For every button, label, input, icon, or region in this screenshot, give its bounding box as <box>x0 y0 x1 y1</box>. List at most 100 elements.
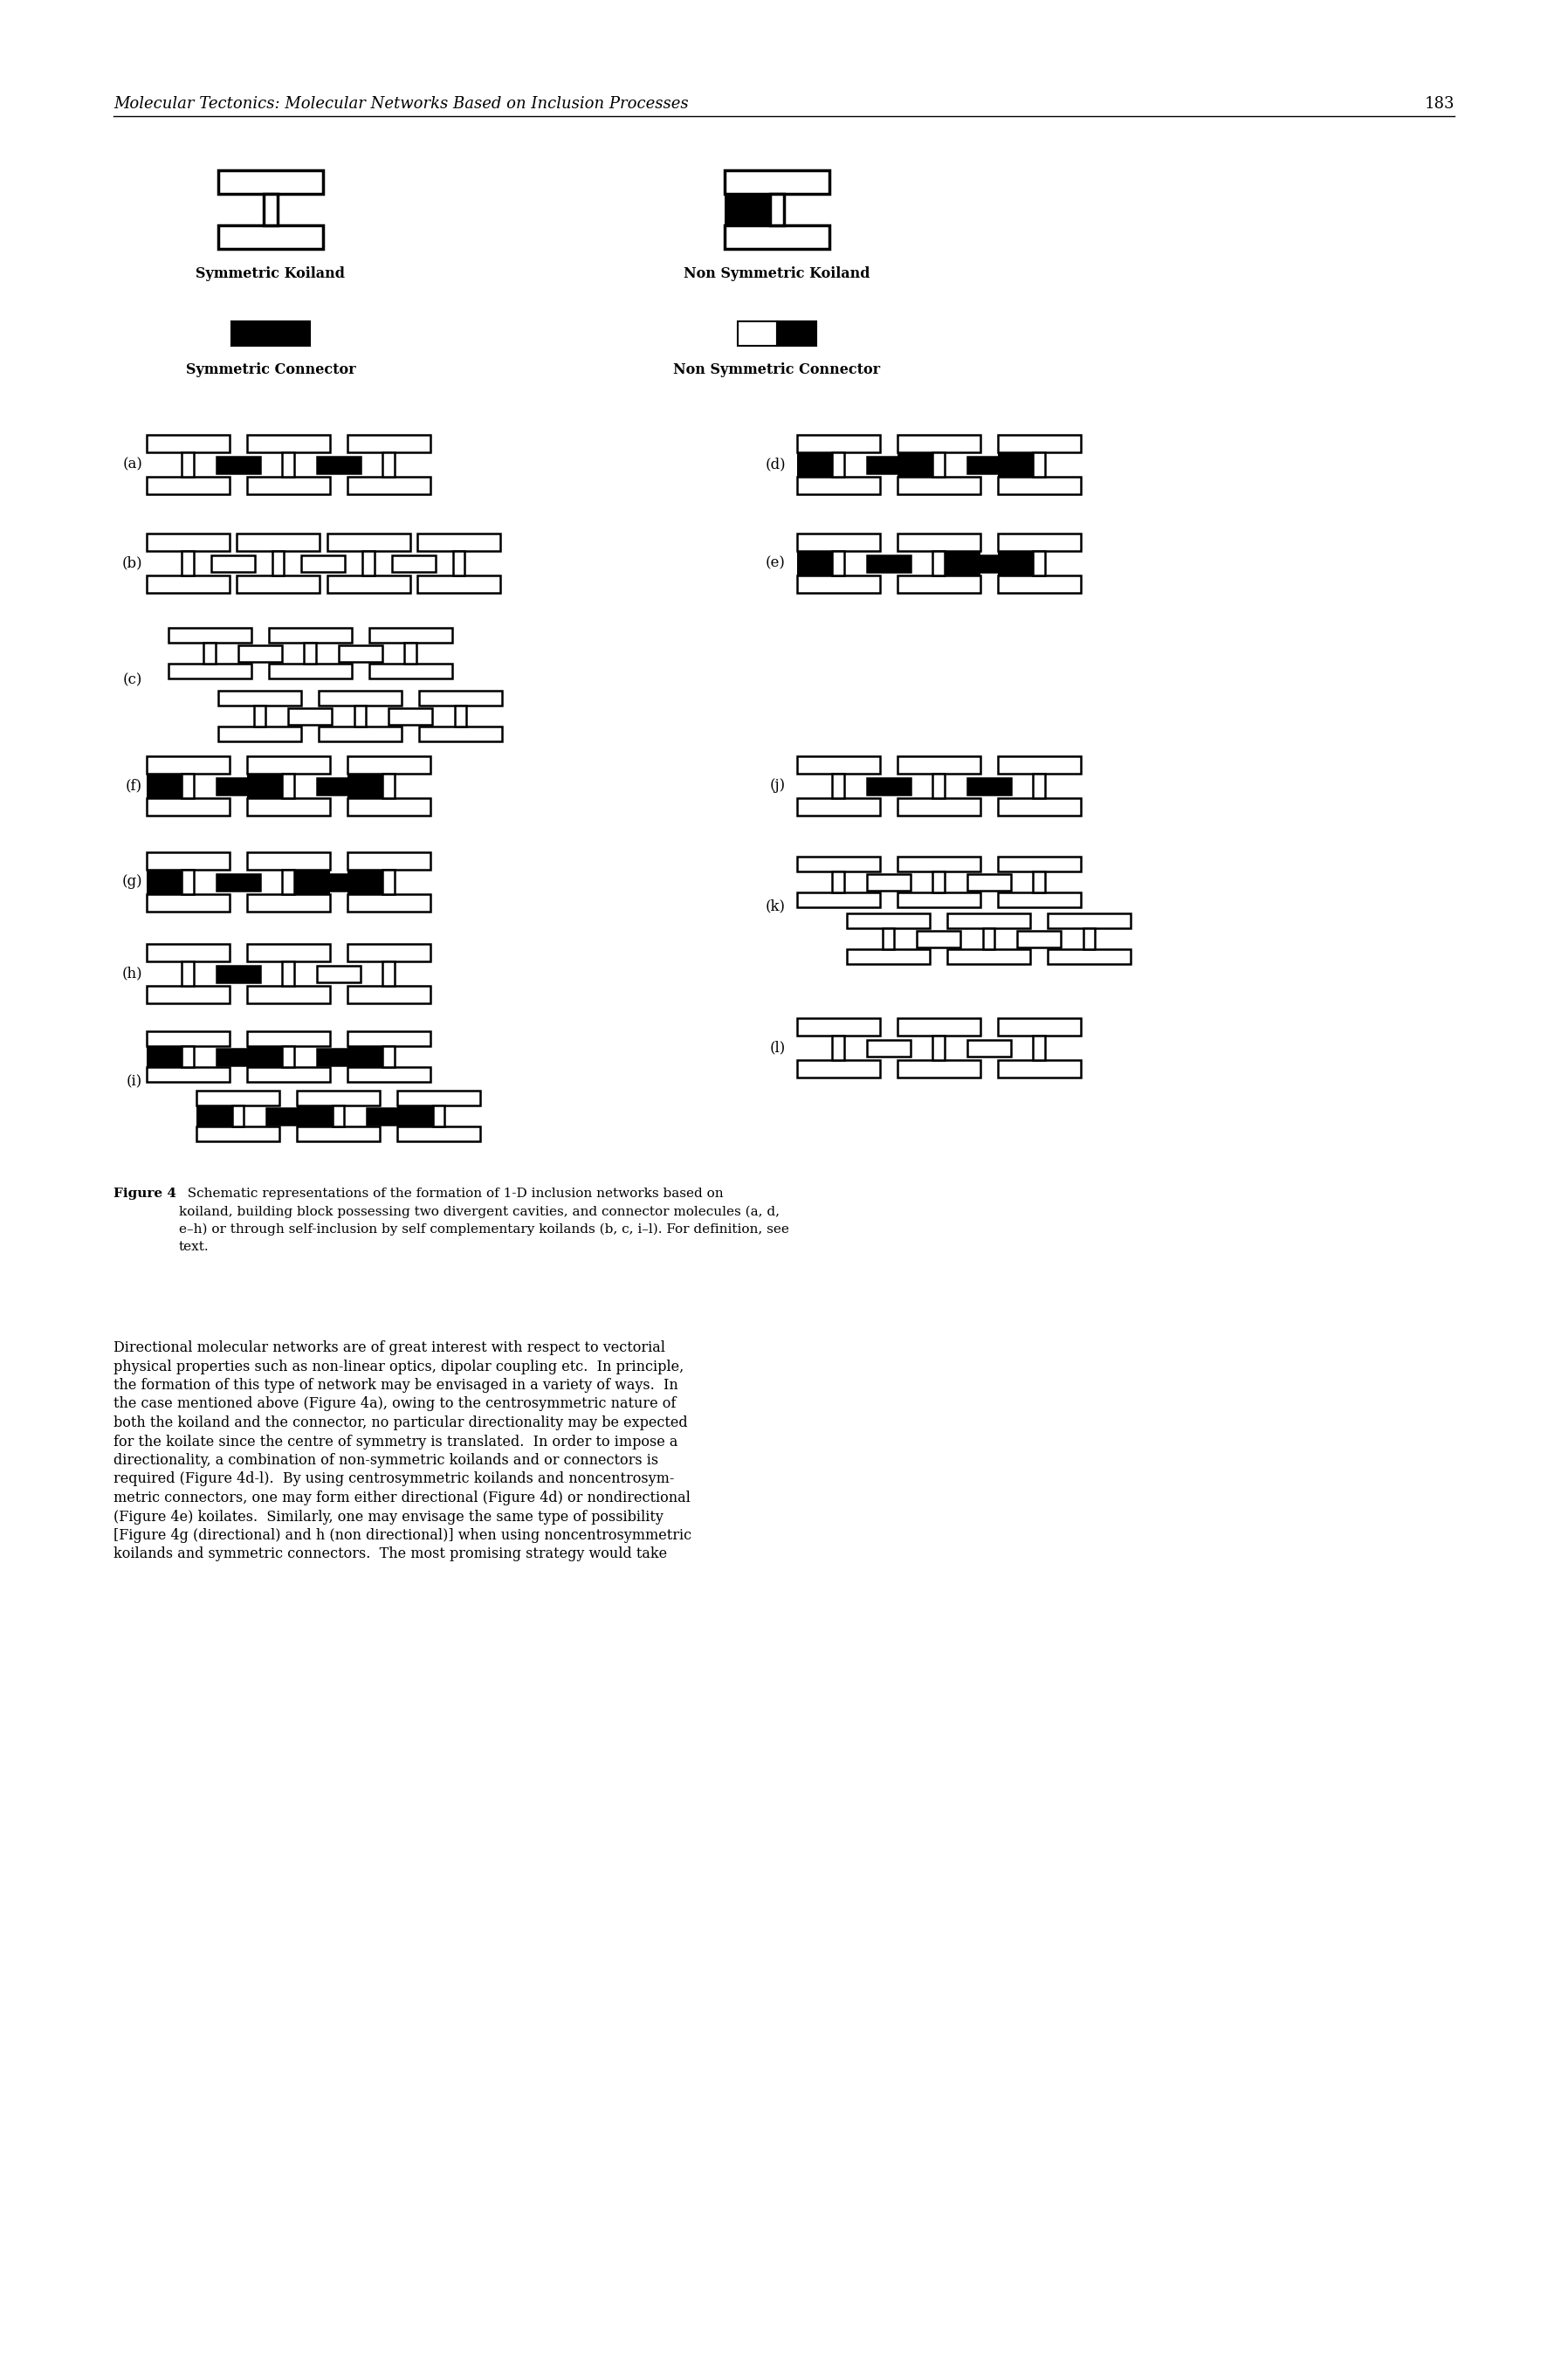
Bar <box>997 550 1033 574</box>
Bar <box>797 798 880 815</box>
Bar <box>146 853 229 869</box>
Bar <box>419 690 502 706</box>
Bar <box>246 775 282 798</box>
Text: Directional molecular networks are of great interest with respect to vectorial: Directional molecular networks are of gr… <box>113 1339 665 1356</box>
Bar <box>146 869 182 893</box>
Bar <box>347 985 430 1004</box>
Bar <box>867 777 909 794</box>
Bar <box>246 893 329 912</box>
Bar <box>453 550 464 574</box>
Bar <box>797 534 880 550</box>
Bar <box>997 893 1080 907</box>
Bar <box>216 874 260 890</box>
Bar <box>997 435 1080 454</box>
Bar <box>897 798 980 815</box>
Bar <box>238 645 282 661</box>
Bar <box>383 961 394 985</box>
Bar <box>724 194 770 224</box>
Bar <box>196 1105 232 1127</box>
Bar <box>933 454 944 477</box>
Bar <box>897 477 980 494</box>
Bar <box>146 1068 229 1082</box>
Bar <box>347 1068 430 1082</box>
Bar <box>383 775 394 798</box>
Bar <box>897 574 980 593</box>
Bar <box>182 961 193 985</box>
Bar <box>182 454 193 477</box>
Bar <box>232 321 310 345</box>
Bar <box>778 321 817 345</box>
Text: [Figure 4g (directional) and h (non directional)] when using noncentrosymmetric: [Figure 4g (directional) and h (non dire… <box>113 1528 691 1542</box>
Bar <box>216 777 260 794</box>
Bar <box>282 961 293 985</box>
Bar <box>389 709 433 725</box>
Bar <box>833 872 844 893</box>
Bar <box>182 775 193 798</box>
Bar <box>282 869 293 893</box>
Bar <box>797 1061 880 1077</box>
Bar <box>947 914 1030 928</box>
Bar <box>897 1018 980 1037</box>
Bar <box>1033 454 1044 477</box>
Bar <box>933 775 944 798</box>
Bar <box>168 664 251 678</box>
Bar <box>146 945 229 961</box>
Bar <box>339 645 383 661</box>
Bar <box>146 534 229 550</box>
Bar <box>246 945 329 961</box>
Bar <box>216 1049 260 1065</box>
Text: Molecular Tectonics: Molecular Networks Based on Inclusion Processes: Molecular Tectonics: Molecular Networks … <box>113 97 688 111</box>
Text: metric connectors, one may form either directional (Figure 4d) or nondirectional: metric connectors, one may form either d… <box>113 1490 690 1505</box>
Bar <box>204 642 215 664</box>
Text: (d): (d) <box>765 458 786 472</box>
Bar <box>419 725 502 742</box>
Bar <box>997 454 1033 477</box>
Bar <box>997 798 1080 815</box>
Bar <box>368 628 452 642</box>
Text: the case mentioned above (Figure 4a), owing to the centrosymmetric nature of: the case mentioned above (Figure 4a), ow… <box>113 1396 676 1412</box>
Bar <box>246 477 329 494</box>
Text: directionality, a combination of non-symmetric koilands and or connectors is: directionality, a combination of non-sym… <box>113 1453 659 1467</box>
Bar <box>867 555 909 572</box>
Text: (b): (b) <box>122 555 143 572</box>
Bar <box>146 574 229 593</box>
Bar <box>246 798 329 815</box>
Text: physical properties such as non-linear optics, dipolar coupling etc.  In princip: physical properties such as non-linear o… <box>113 1358 684 1375</box>
Bar <box>897 534 980 550</box>
Bar <box>847 914 930 928</box>
Text: (g): (g) <box>122 874 143 890</box>
Bar <box>282 1046 293 1068</box>
Bar <box>368 664 452 678</box>
Text: Symmetric Connector: Symmetric Connector <box>185 361 356 378</box>
Bar <box>897 756 980 775</box>
Bar <box>196 1127 279 1141</box>
Bar <box>797 454 833 477</box>
Bar <box>146 775 182 798</box>
Bar <box>282 775 293 798</box>
Bar <box>1083 928 1094 950</box>
Bar <box>417 574 500 593</box>
Text: (e): (e) <box>765 555 786 572</box>
Bar <box>797 550 833 574</box>
Bar <box>146 477 229 494</box>
Bar <box>967 456 1010 472</box>
Bar <box>268 628 351 642</box>
Bar <box>237 534 320 550</box>
Bar <box>317 874 361 890</box>
Bar <box>362 550 375 574</box>
Bar <box>196 1091 279 1105</box>
Bar <box>397 1091 480 1105</box>
Bar <box>182 869 193 893</box>
Bar <box>347 775 383 798</box>
Bar <box>289 709 332 725</box>
Bar <box>944 550 980 574</box>
Bar <box>347 435 430 454</box>
Text: 183: 183 <box>1424 97 1455 111</box>
Text: (Figure 4e) koilates.  Similarly, one may envisage the same type of possibility: (Figure 4e) koilates. Similarly, one may… <box>113 1509 663 1523</box>
Bar <box>383 1046 394 1068</box>
Bar <box>797 857 880 872</box>
Bar <box>724 170 829 194</box>
Bar <box>347 1046 383 1068</box>
Bar <box>867 874 909 890</box>
Bar <box>983 928 994 950</box>
